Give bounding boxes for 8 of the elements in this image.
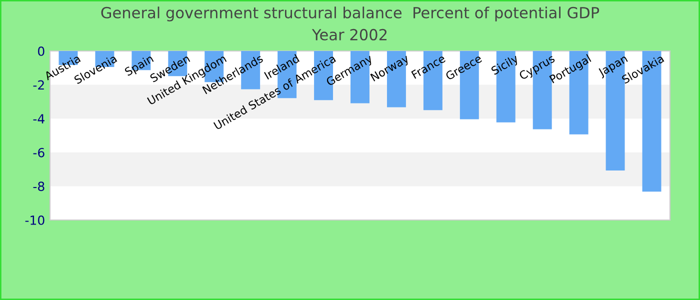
y-tick-label: 0 (38, 46, 44, 56)
y-tick-label: -8 (33, 182, 44, 192)
y-tick-label: -6 (33, 148, 44, 158)
chart-subtitle: Year 2002 (312, 28, 387, 40)
y-tick-label: -2 (33, 80, 44, 90)
chart-title: General government structural balance Percent of potential GDP (101, 6, 600, 22)
y-tick-label: -10 (25, 215, 44, 225)
y-tick-label: -4 (33, 114, 44, 124)
